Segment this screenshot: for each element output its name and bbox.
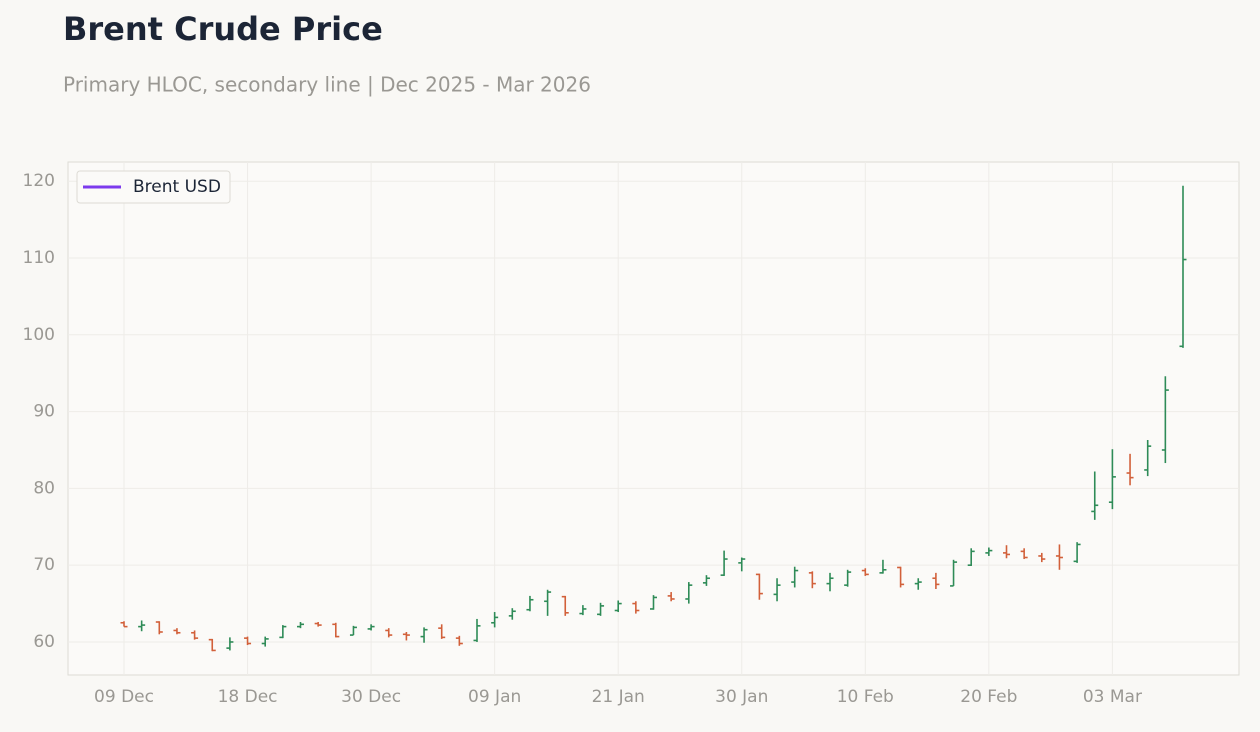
y-tick-label: 110 — [23, 248, 55, 268]
x-tick-label: 09 Dec — [94, 687, 154, 707]
x-tick-label: 30 Dec — [341, 687, 401, 707]
x-tick-label: 18 Dec — [218, 687, 278, 707]
x-tick-label: 20 Feb — [960, 687, 1017, 707]
x-tick-label: 10 Feb — [837, 687, 894, 707]
x-tick-label: 03 Mar — [1083, 687, 1142, 707]
legend-label: Brent USD — [133, 177, 221, 197]
y-tick-label: 100 — [23, 325, 55, 345]
y-tick-label: 70 — [33, 555, 55, 575]
x-tick-label: 30 Jan — [715, 687, 768, 707]
plot-area — [67, 161, 1240, 676]
y-tick-label: 120 — [23, 171, 55, 191]
x-tick-label: 09 Jan — [468, 687, 521, 707]
x-tick-label: 21 Jan — [592, 687, 645, 707]
y-tick-label: 60 — [33, 632, 55, 652]
chart-title: Brent Crude Price — [63, 10, 383, 48]
y-tick-label: 80 — [33, 478, 55, 498]
legend-box — [76, 170, 231, 204]
y-tick-label: 90 — [33, 402, 55, 422]
chart-subtitle: Primary HLOC, secondary line | Dec 2025 … — [63, 73, 591, 97]
